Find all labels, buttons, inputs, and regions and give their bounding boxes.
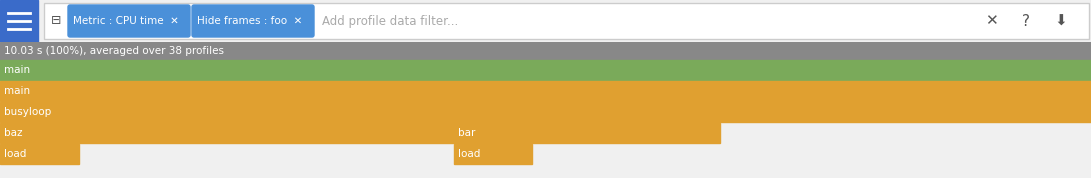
Bar <box>0 144 79 164</box>
Text: 10.03 s (100%), averaged over 38 profiles: 10.03 s (100%), averaged over 38 profile… <box>4 46 224 56</box>
Text: main: main <box>4 86 31 96</box>
Bar <box>0 42 1091 60</box>
Text: ⬇: ⬇ <box>1055 14 1067 28</box>
Bar <box>0 102 1091 122</box>
Text: ⊟: ⊟ <box>51 14 61 27</box>
Bar <box>0 0 38 42</box>
Text: bar: bar <box>458 128 476 138</box>
Text: Hide frames : foo  ✕: Hide frames : foo ✕ <box>196 16 302 26</box>
Bar <box>0 81 1091 101</box>
FancyBboxPatch shape <box>68 5 190 37</box>
Text: Metric : CPU time  ✕: Metric : CPU time ✕ <box>72 16 179 26</box>
Text: load: load <box>4 149 26 159</box>
Text: main: main <box>4 65 31 75</box>
Bar <box>454 144 532 164</box>
FancyBboxPatch shape <box>192 5 314 37</box>
Text: ✕: ✕ <box>984 14 997 28</box>
Text: Add profile data filter...: Add profile data filter... <box>322 14 458 27</box>
Text: ?: ? <box>1022 14 1030 28</box>
Text: baz: baz <box>4 128 23 138</box>
Bar <box>454 123 720 143</box>
Bar <box>44 3 1089 39</box>
Bar <box>0 60 1091 80</box>
Bar <box>0 123 454 143</box>
Text: load: load <box>458 149 480 159</box>
Text: busyloop: busyloop <box>4 107 51 117</box>
Bar <box>44 3 1089 39</box>
